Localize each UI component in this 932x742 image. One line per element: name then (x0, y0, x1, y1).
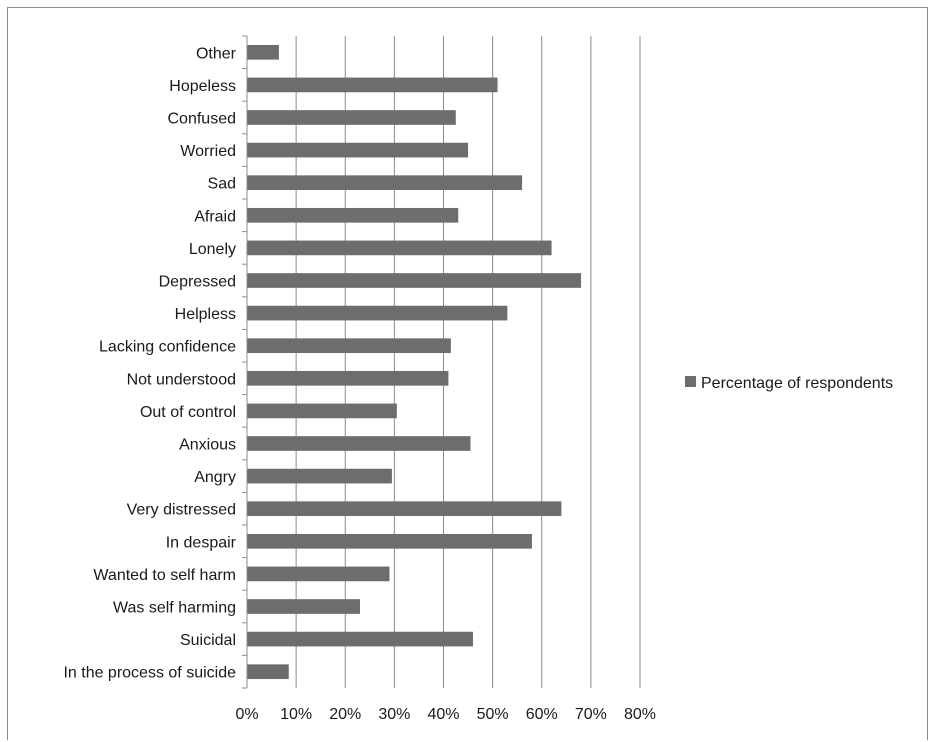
bar (247, 77, 498, 93)
bar (247, 664, 289, 680)
category-label: Other (196, 45, 237, 62)
x-tick-label: 30% (378, 706, 410, 723)
bar (247, 599, 360, 614)
x-tick-label: 70% (575, 706, 607, 723)
bar (247, 566, 390, 582)
bars (247, 44, 582, 680)
bar (247, 305, 508, 321)
category-label: Lonely (189, 241, 236, 258)
bar-chart: Other Hopeless Confused Worried Sad Afraid Lon… (63, 35, 893, 723)
bar (247, 533, 532, 549)
category-label: Wanted to self harm (93, 567, 236, 584)
category-label: Not understood (127, 371, 236, 388)
category-label: Confused (168, 111, 237, 128)
category-label: Suicidal (180, 632, 236, 649)
bar (247, 273, 582, 288)
category-label: Hopeless (169, 78, 236, 95)
category-label: Afraid (194, 208, 236, 225)
bar (247, 175, 523, 191)
category-label: Depressed (159, 274, 236, 291)
category-label: Worried (180, 143, 236, 160)
x-tick-label: 50% (477, 706, 509, 723)
x-tick-labels: 0% 10% 20% 30% 40% 50% 60% 70% 80% (235, 706, 656, 723)
gridlines (295, 36, 641, 688)
axes (242, 35, 248, 689)
category-label: Helpless (175, 306, 236, 323)
bar (247, 501, 562, 517)
bar (247, 142, 469, 158)
x-tick-label: 80% (624, 706, 656, 723)
chart-frame: Other Hopeless Confused Worried Sad Afraid Lon… (7, 7, 928, 740)
category-label: Very distressed (127, 502, 236, 519)
bar (247, 370, 449, 386)
category-label: In the process of suicide (63, 665, 236, 682)
category-labels: Other Hopeless Confused Worried Sad Afraid Lon… (63, 45, 236, 681)
x-tick-label: 0% (235, 706, 258, 723)
legend-swatch (685, 376, 696, 387)
bar (247, 468, 392, 484)
legend-entry: Percentage of respondents (701, 375, 893, 392)
bar (247, 110, 456, 125)
category-label: Lacking confidence (99, 339, 236, 356)
x-tick-label: 60% (526, 706, 558, 723)
bar (247, 631, 473, 647)
category-label: Out of control (140, 404, 236, 421)
bar (247, 403, 397, 419)
x-tick-label: 10% (280, 706, 312, 723)
bar (247, 44, 279, 60)
category-label: Angry (194, 469, 236, 486)
legend: Percentage of respondents (685, 375, 893, 392)
x-tick-label: 40% (427, 706, 459, 723)
category-label: Anxious (179, 437, 236, 454)
category-label: Sad (208, 176, 236, 193)
x-tick-label: 20% (329, 706, 361, 723)
bar (247, 240, 552, 256)
bar (247, 338, 451, 354)
category-label: In despair (166, 534, 237, 551)
bar (247, 207, 459, 223)
bar (247, 436, 471, 451)
category-label: Was self harming (113, 600, 236, 617)
